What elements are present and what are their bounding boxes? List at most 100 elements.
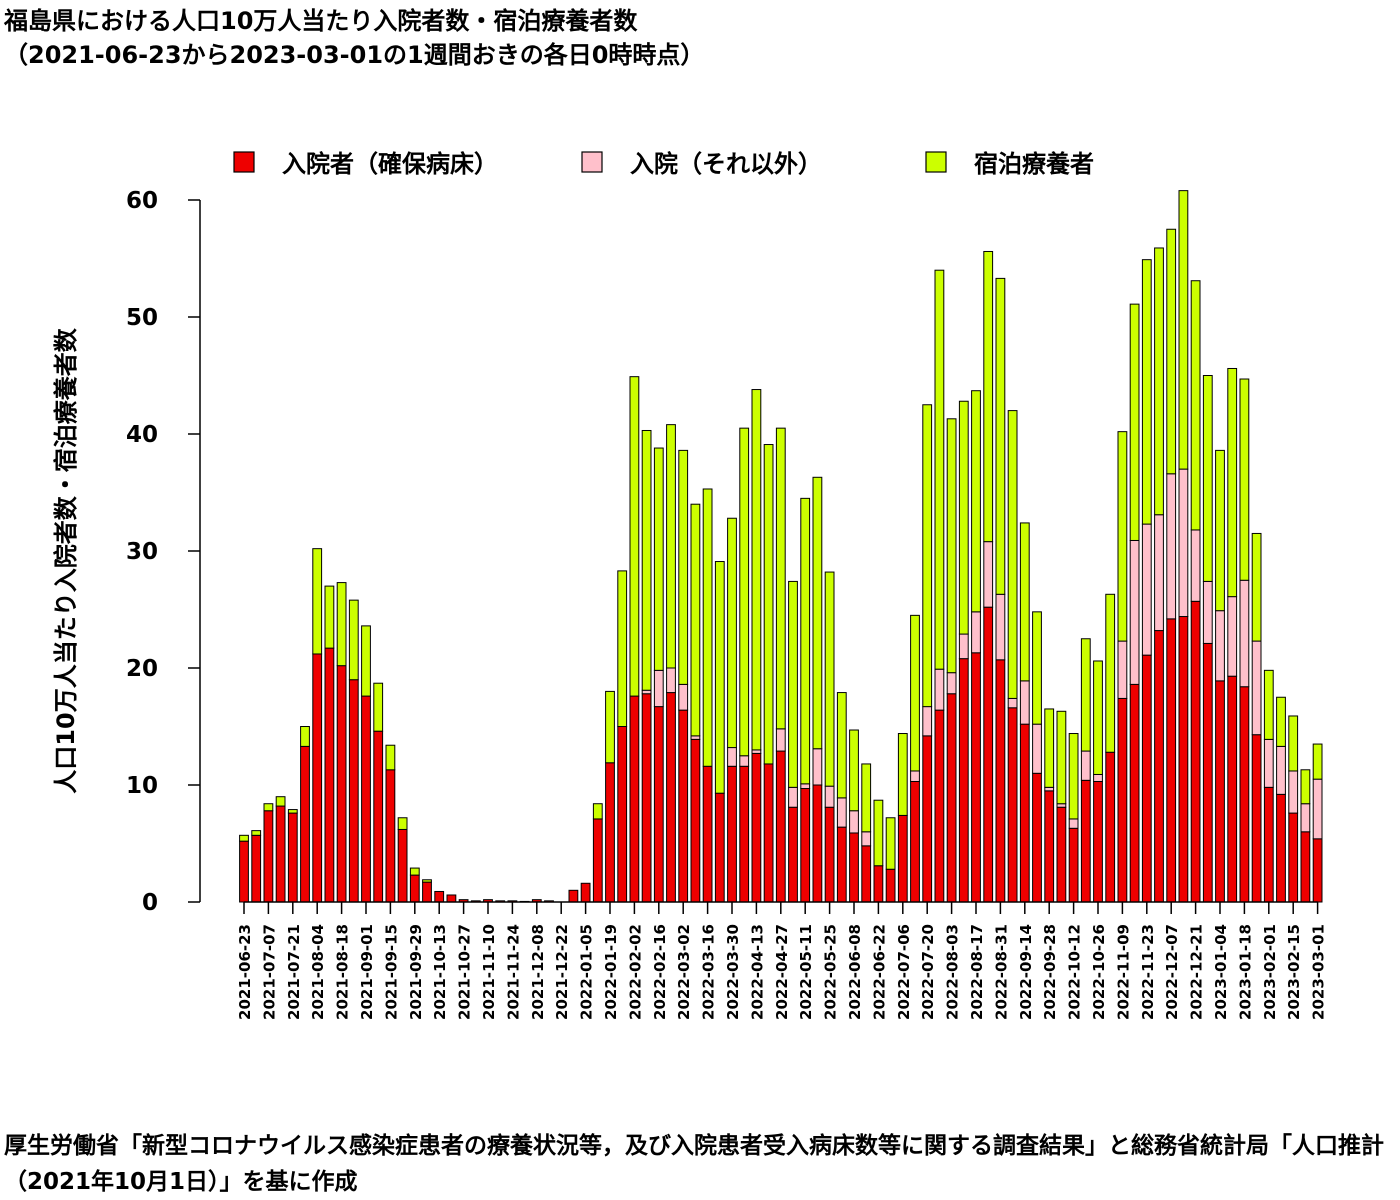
bar-segment-3 — [1263, 669, 1274, 740]
bar-segment-1 — [861, 845, 872, 903]
x-tick-label: 2022-09-28 — [1041, 924, 1059, 1020]
bar-segment-3 — [653, 447, 664, 671]
bar-segment-3 — [629, 376, 640, 697]
x-tick-label: 2022-07-20 — [919, 924, 937, 1020]
bar-segment-3 — [1068, 733, 1079, 820]
bar-segment-3 — [1117, 431, 1128, 642]
bar-segment-2 — [1215, 610, 1225, 682]
bar-segment-2 — [1068, 818, 1079, 829]
x-tick-label: 2022-07-06 — [895, 924, 913, 1020]
bar-segment-2 — [946, 672, 957, 695]
bar-segment-1 — [361, 695, 371, 903]
bar-segment-3 — [678, 449, 689, 685]
bar-segment-1 — [312, 653, 323, 903]
bar-segment-1 — [287, 812, 298, 903]
bar-segment-1 — [800, 788, 811, 903]
bar-segment-1 — [434, 890, 445, 903]
bar-segment-2 — [690, 735, 701, 740]
x-tick-label: 2021-10-27 — [456, 924, 474, 1020]
legend-label: 入院（それ以外） — [630, 150, 822, 178]
bar-segment-3 — [788, 580, 798, 788]
bar-segment-3 — [995, 277, 1006, 595]
bar-segment-1 — [714, 792, 725, 903]
bar-segment-2 — [934, 668, 945, 711]
bar-segment-3 — [1166, 228, 1177, 475]
bar-segment-2 — [1227, 596, 1238, 677]
bar-segment-3 — [641, 429, 652, 691]
bar-segment-1 — [1312, 838, 1323, 903]
bar-segment-1 — [629, 695, 640, 903]
y-tick-label: 60 — [126, 188, 158, 214]
bar-segment-3 — [934, 269, 945, 670]
y-tick-label: 0 — [142, 890, 158, 916]
x-tick-label: 2022-04-27 — [773, 924, 791, 1020]
bar-segment-3 — [263, 803, 274, 812]
source-note: 厚生労働省「新型コロナウイルス感染症患者の療養状況等，及び入院患者受入病床数等に… — [4, 1133, 1384, 1195]
bar-segment-1 — [1239, 686, 1250, 903]
bar-segment-1 — [641, 693, 652, 903]
x-tick-label: 2021-09-15 — [382, 924, 400, 1020]
bar-segment-3 — [348, 599, 359, 681]
x-tick-label: 2023-01-18 — [1236, 924, 1254, 1020]
x-tick-label: 2023-02-01 — [1261, 924, 1279, 1020]
x-tick-label: 2021-08-18 — [334, 924, 352, 1020]
bar-segment-3 — [836, 692, 847, 799]
bar-segment-3 — [922, 404, 933, 708]
bar-segment-1 — [946, 693, 957, 903]
bar-segment-1 — [1007, 707, 1018, 903]
stacked-bar-chart: 0 10 20 30 40 50 60 人口10万人当たり入院者数・宿泊療養者数 2021-06… — [52, 150, 1328, 1020]
x-tick-label: 2022-02-02 — [626, 924, 644, 1020]
x-tick-label: 2022-08-03 — [944, 924, 962, 1020]
bar-segment-3 — [361, 625, 371, 697]
bar-segment-1 — [617, 726, 628, 903]
bar-segment-1 — [1215, 680, 1225, 903]
bar-segment-3 — [873, 799, 884, 867]
bar-segment-3 — [690, 503, 701, 737]
bar-segment-1 — [1251, 734, 1262, 903]
bar-segment-1 — [897, 814, 908, 903]
bar-segment-3 — [971, 390, 981, 613]
bar-segment-1 — [775, 750, 786, 903]
bar-segment-3 — [763, 444, 774, 765]
bar-segment-1 — [751, 752, 762, 903]
bar-segment-2 — [1239, 579, 1250, 688]
x-tick-label: 2022-10-26 — [1090, 924, 1108, 1020]
bar-segment-3 — [1215, 449, 1225, 612]
bar-segment-3 — [1032, 611, 1042, 725]
x-tick-label: 2022-12-07 — [1163, 924, 1181, 1020]
bar-segment-2 — [1166, 473, 1177, 620]
bar-segment-3 — [739, 427, 750, 757]
x-tick-label: 2021-09-01 — [358, 924, 376, 1020]
bar-segment-1 — [971, 652, 981, 903]
bar-segment-1 — [788, 806, 798, 903]
x-tick-label: 2021-10-13 — [431, 924, 449, 1020]
x-tick-label: 2022-10-12 — [1066, 924, 1084, 1020]
x-tick-label: 2022-04-13 — [748, 924, 766, 1020]
bar-segment-3 — [617, 570, 628, 728]
y-tick-label: 50 — [126, 305, 158, 331]
x-tick-label: 2021-11-24 — [504, 924, 522, 1020]
x-tick-label: 2022-05-11 — [797, 924, 815, 1020]
bar-segment-3 — [775, 427, 786, 730]
bar-segment-1 — [397, 828, 408, 903]
bar-segment-2 — [641, 689, 652, 695]
bar-segment-1 — [849, 832, 859, 903]
bar-segment-1 — [422, 881, 432, 903]
bar-segment-3 — [1007, 410, 1018, 699]
x-tick-label: 2022-08-31 — [992, 924, 1010, 1020]
x-tick-label: 2022-06-08 — [846, 924, 864, 1020]
bar-segment-3 — [751, 389, 762, 751]
bar-segment-1 — [1105, 751, 1116, 903]
bar-segment-3 — [910, 614, 920, 772]
bar-segment-3 — [1056, 710, 1067, 805]
bar-segment-3 — [239, 834, 249, 842]
bar-segment-1 — [1117, 697, 1128, 903]
bar-segment-3 — [983, 250, 994, 543]
bar-segment-3 — [824, 571, 835, 787]
bar-segment-1 — [1166, 618, 1177, 903]
bar-segment-3 — [1080, 638, 1091, 752]
bar-segment-1 — [702, 765, 713, 903]
bar-segment-2 — [788, 786, 798, 808]
bar-segment-1 — [1068, 827, 1079, 903]
bar-segment-3 — [251, 830, 262, 836]
